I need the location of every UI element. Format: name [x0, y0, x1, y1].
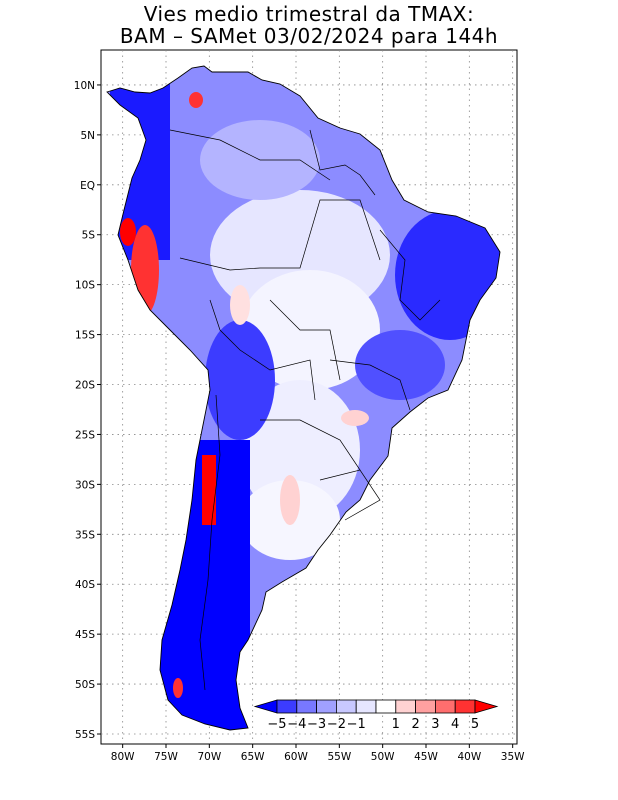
- lon-tick-label: 70W: [197, 751, 221, 763]
- colorbar-segment: [395, 699, 416, 714]
- colorbar-label: 5: [471, 717, 479, 732]
- lon-tick-label: 65W: [241, 751, 265, 763]
- lat-tick-label: 15S: [75, 330, 95, 342]
- colorbar-label: −4: [287, 717, 306, 732]
- border-peru-bolivia: [209, 299, 316, 401]
- colorbar-label: −5: [267, 717, 286, 732]
- lat-tick-label: 45S: [75, 629, 95, 641]
- border-argentina-paraguay: [260, 419, 361, 471]
- border-brazil-states-1: [379, 229, 441, 321]
- lat-tick-label: 10S: [75, 280, 95, 292]
- colorbar-segment: [316, 699, 337, 714]
- colorbar-arrow-high: [474, 699, 499, 714]
- field-faint-warm-parana: [341, 410, 369, 426]
- colorbar-label: −3: [307, 717, 326, 732]
- lat-tick-label: 20S: [75, 380, 95, 392]
- lon-tick-label: 60W: [284, 751, 308, 763]
- colorbar-segment: [454, 699, 476, 714]
- border-guianas: [309, 129, 376, 196]
- colorbar-segment: [276, 699, 298, 714]
- field-faint-warm-chaco: [280, 475, 300, 525]
- lon-tick-label: 45W: [414, 751, 438, 763]
- lon-tick-label: 80W: [111, 751, 135, 763]
- field-cold-southeast: [355, 330, 445, 400]
- lon-tick-label: 50W: [371, 751, 395, 763]
- lon-tick-label: 35W: [501, 751, 525, 763]
- lon-tick-label: 75W: [154, 751, 178, 763]
- lat-tick-label: 35S: [75, 529, 95, 541]
- colorbar-segment: [375, 699, 397, 714]
- border-uruguay: [319, 469, 381, 521]
- country-borders: [169, 129, 441, 691]
- lat-tick-label: 5N: [80, 130, 95, 142]
- colorbar-segment: [335, 699, 357, 714]
- border-venezuela: [169, 129, 331, 181]
- border-colombia-brazil: [179, 199, 381, 271]
- border-brazil-states-2: [329, 359, 411, 411]
- field-warm-south: [173, 678, 183, 698]
- lat-tick-label: EQ: [80, 180, 95, 192]
- lat-tick-label: 30S: [75, 479, 95, 491]
- colorbar-segment: [355, 699, 377, 714]
- colorbar: −5 −4 −3 −2 −1 1 2 3 4 5: [253, 699, 499, 732]
- field-cold-bolivia: [205, 320, 275, 440]
- field-faint-warm-center: [230, 285, 250, 325]
- lat-tick-label: 25S: [75, 429, 95, 441]
- lon-tick-label: 55W: [327, 751, 351, 763]
- map-title-line-2: BAM – SAMet 03/02/2024 para 144h: [119, 24, 499, 48]
- lon-tick-label: 40W: [457, 751, 481, 763]
- border-bolivia-brazil: [269, 299, 341, 381]
- colorbar-label: 4: [451, 717, 459, 732]
- colorbar-label: −1: [347, 717, 366, 732]
- colorbar-label: −2: [327, 717, 346, 732]
- map-title-line-1: Vies medio trimestral da TMAX:: [143, 2, 475, 26]
- colorbar-segment: [296, 699, 317, 714]
- lat-tick-label: 5S: [82, 230, 96, 242]
- latitude-labels: 10N 5N EQ 5S 10S 15S 20S 25S 30S 35S 40S 45S 50S 55S: [74, 80, 101, 741]
- lat-tick-label: 55S: [75, 729, 95, 741]
- border-chile-argentina: [199, 394, 221, 691]
- colorbar-label: 1: [392, 717, 400, 732]
- lat-tick-label: 40S: [75, 579, 95, 591]
- field-warm-colombia: [189, 92, 203, 108]
- lat-tick-label: 50S: [75, 679, 95, 691]
- colorbar-label: 3: [431, 717, 439, 732]
- lat-tick-label: 10N: [74, 80, 95, 92]
- colorbar-segment: [415, 699, 436, 714]
- colorbar-label: 2: [411, 717, 419, 732]
- longitude-labels: 80W 75W 70W 65W 60W 55W 50W 45W 40W 35W: [111, 744, 525, 763]
- field-warm-chile: [202, 455, 216, 525]
- colorbar-segment: [434, 699, 456, 714]
- field-warm-ecuador: [120, 218, 136, 246]
